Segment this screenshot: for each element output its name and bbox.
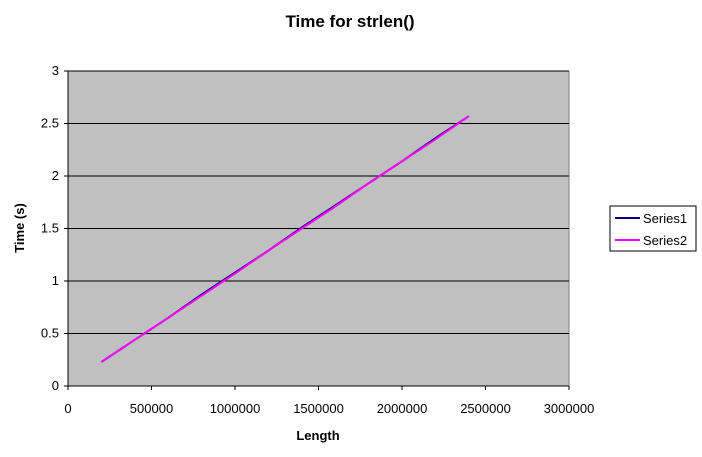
- legend: Series1 Series2: [609, 205, 697, 252]
- y-tick-label: 1: [52, 273, 59, 288]
- y-tick-label: 2: [52, 168, 59, 183]
- x-tick-label: 1000000: [210, 401, 261, 416]
- y-axis-ticks: 0 0.5 1 1.5 2 2.5 3: [41, 63, 68, 393]
- x-axis-ticks: 0 500000 1000000 1500000 2000000 2500000 30000…: [64, 386, 594, 416]
- y-tick-label: 0: [52, 378, 59, 393]
- x-tick-label: 500000: [130, 401, 173, 416]
- x-axis-title: Length: [296, 428, 339, 443]
- series-line-series2: [100, 115, 470, 363]
- x-tick-label: 1500000: [293, 401, 344, 416]
- x-tick-label: 2500000: [460, 401, 511, 416]
- legend-box: [609, 205, 697, 252]
- chart-title: Time for strlen(): [285, 12, 414, 31]
- legend-label-series1: Series1: [643, 211, 687, 226]
- y-tick-label: 0.5: [41, 326, 59, 341]
- series-lines: [100, 115, 470, 363]
- x-tick-label: 0: [64, 401, 71, 416]
- x-tick-label: 3000000: [544, 401, 595, 416]
- y-tick-label: 1.5: [41, 221, 59, 236]
- x-tick-label: 2000000: [377, 401, 428, 416]
- y-axis-title: Time (s): [12, 203, 27, 253]
- y-tick-label: 3: [52, 63, 59, 78]
- y-tick-label: 2.5: [41, 116, 59, 131]
- legend-label-series2: Series2: [643, 233, 687, 248]
- grid-lines: [68, 70, 569, 334]
